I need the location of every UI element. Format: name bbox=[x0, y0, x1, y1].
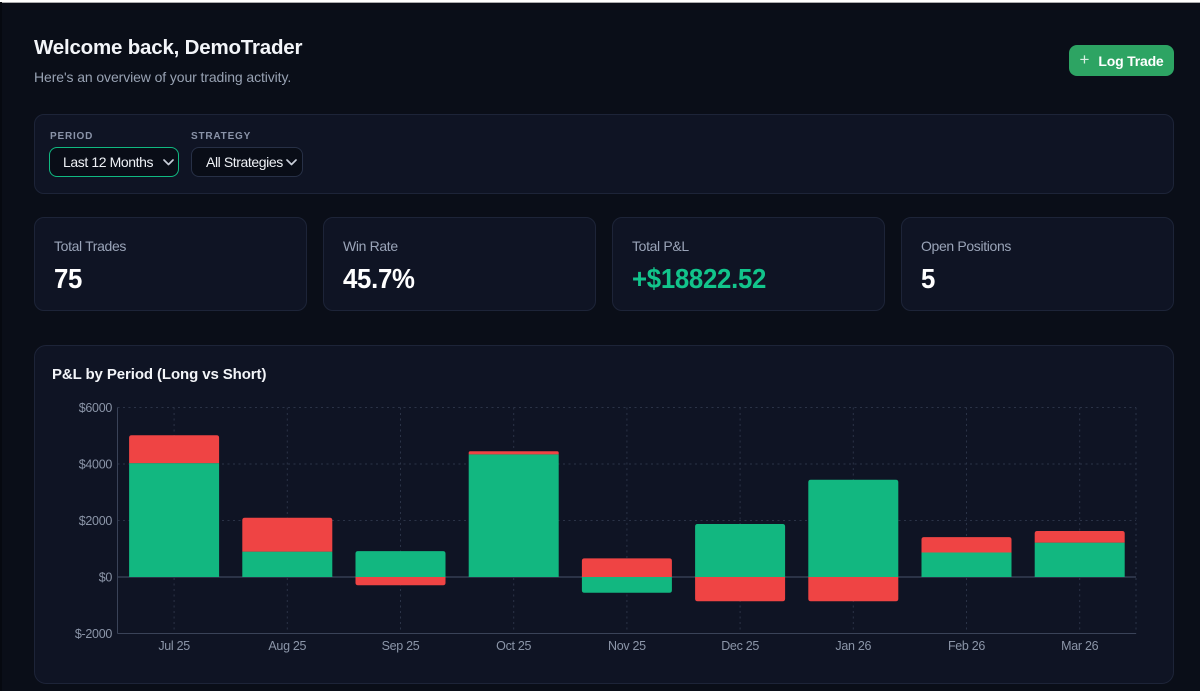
svg-text:Sep 25: Sep 25 bbox=[382, 639, 420, 653]
svg-text:Aug 25: Aug 25 bbox=[268, 639, 306, 653]
svg-text:Oct 25: Oct 25 bbox=[496, 639, 531, 653]
svg-text:$-2000: $-2000 bbox=[75, 627, 112, 641]
svg-text:Dec 25: Dec 25 bbox=[721, 639, 759, 653]
svg-text:Mar 26: Mar 26 bbox=[1061, 639, 1098, 653]
svg-text:Jan 26: Jan 26 bbox=[835, 639, 871, 653]
svg-text:$0: $0 bbox=[99, 571, 113, 585]
svg-text:$4000: $4000 bbox=[79, 458, 113, 472]
svg-text:Nov 25: Nov 25 bbox=[608, 639, 646, 653]
svg-text:Feb 26: Feb 26 bbox=[948, 639, 985, 653]
svg-text:$6000: $6000 bbox=[79, 401, 113, 415]
svg-text:$2000: $2000 bbox=[79, 514, 113, 528]
svg-text:Jul 25: Jul 25 bbox=[158, 639, 190, 653]
